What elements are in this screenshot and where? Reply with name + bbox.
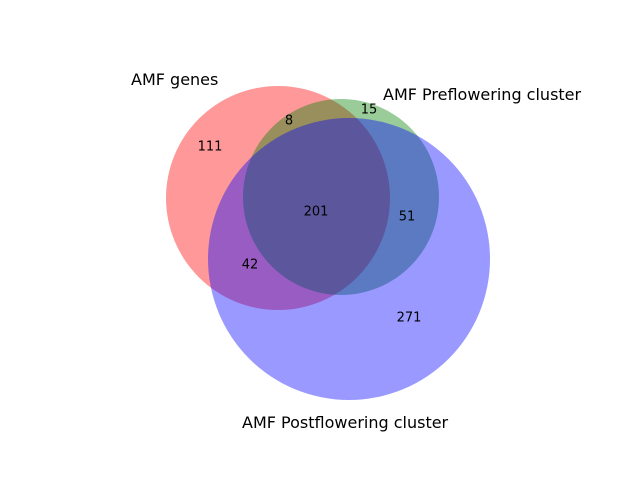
count-post-only: 271 [397,311,422,326]
set-circles [166,86,490,400]
circle-amf-genes [166,86,390,310]
circle-amf-postflowering [208,118,490,400]
count-pre-post: 51 [399,210,416,225]
count-pre-only: 15 [361,103,378,118]
count-genes-pre: 8 [285,114,293,129]
label-amf-preflowering: AMF Preflowering cluster [383,85,582,104]
label-amf-postflowering: AMF Postflowering cluster [242,413,449,432]
circle-amf-preflowering [243,99,439,295]
count-genes-only: 111 [198,140,223,155]
label-amf-genes: AMF genes [131,70,218,89]
count-genes-post: 42 [242,258,259,273]
count-all-three: 201 [304,205,329,220]
